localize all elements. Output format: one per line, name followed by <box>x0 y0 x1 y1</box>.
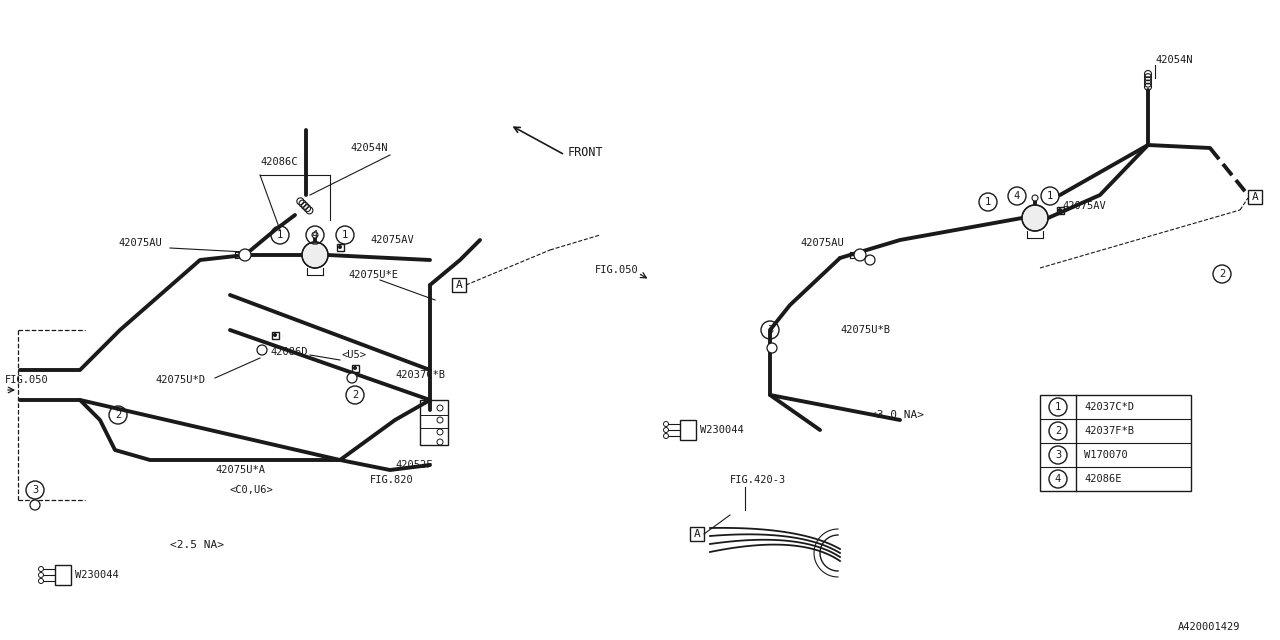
Text: 2: 2 <box>1055 426 1061 436</box>
Text: 2: 2 <box>352 390 358 400</box>
Text: 42075U*E: 42075U*E <box>348 270 398 280</box>
Circle shape <box>1032 195 1038 201</box>
Text: 42075AV: 42075AV <box>370 235 413 245</box>
Bar <box>680 420 696 440</box>
Text: A: A <box>1252 192 1258 202</box>
Text: 3: 3 <box>32 485 38 495</box>
Circle shape <box>1021 205 1048 231</box>
Bar <box>690 527 704 541</box>
Text: W170070: W170070 <box>1084 450 1128 460</box>
Bar <box>337 243 343 250</box>
Text: 42075AV: 42075AV <box>1062 201 1106 211</box>
Bar <box>452 278 466 292</box>
Bar <box>420 400 448 445</box>
Circle shape <box>29 500 40 510</box>
Text: <2.5 NA>: <2.5 NA> <box>170 540 224 550</box>
Text: 2: 2 <box>1219 269 1225 279</box>
Text: 42086C: 42086C <box>260 157 297 167</box>
Text: W230044: W230044 <box>700 425 744 435</box>
Text: <U5>: <U5> <box>342 350 367 360</box>
Circle shape <box>854 249 867 261</box>
Text: 1: 1 <box>276 230 283 240</box>
Text: A: A <box>694 529 700 539</box>
Circle shape <box>865 255 876 265</box>
Text: 42075U*A: 42075U*A <box>215 465 265 475</box>
Text: 1: 1 <box>984 197 991 207</box>
Text: 42037F*B: 42037F*B <box>1084 426 1134 436</box>
Text: W230044: W230044 <box>76 570 119 580</box>
Circle shape <box>273 333 276 337</box>
Text: FRONT: FRONT <box>568 145 604 159</box>
Circle shape <box>302 242 328 268</box>
Text: 4: 4 <box>312 230 319 240</box>
Text: 1: 1 <box>1047 191 1053 201</box>
Text: 42037C*D: 42037C*D <box>1084 402 1134 412</box>
Text: FIG.050: FIG.050 <box>5 375 49 385</box>
Text: A: A <box>456 280 462 290</box>
Text: 42086D: 42086D <box>270 347 307 357</box>
Text: 4: 4 <box>1014 191 1020 201</box>
Text: FIG.050: FIG.050 <box>595 265 639 275</box>
Text: A420001429: A420001429 <box>1178 622 1240 632</box>
Text: 42075U*B: 42075U*B <box>840 325 890 335</box>
Text: 3: 3 <box>767 325 773 335</box>
Text: 42054N: 42054N <box>1155 55 1193 65</box>
Text: 3: 3 <box>1055 450 1061 460</box>
Bar <box>271 332 279 339</box>
Circle shape <box>312 232 317 238</box>
Text: 42037C*B: 42037C*B <box>396 370 445 380</box>
Text: 1: 1 <box>342 230 348 240</box>
Bar <box>55 565 70 585</box>
Text: 1: 1 <box>1055 402 1061 412</box>
Bar <box>352 365 358 371</box>
Circle shape <box>1059 208 1062 212</box>
Text: 42075U*D: 42075U*D <box>155 375 205 385</box>
Text: 42052F: 42052F <box>396 460 433 470</box>
Text: 42075AU: 42075AU <box>800 238 844 248</box>
Text: 4: 4 <box>1055 474 1061 484</box>
Circle shape <box>338 245 342 249</box>
Bar <box>1248 190 1262 204</box>
Text: <3.0 NA>: <3.0 NA> <box>870 410 924 420</box>
Text: 42075AU: 42075AU <box>118 238 161 248</box>
Circle shape <box>257 345 268 355</box>
Text: FIG.820: FIG.820 <box>370 475 413 485</box>
Circle shape <box>767 343 777 353</box>
Circle shape <box>347 373 357 383</box>
Circle shape <box>353 366 357 370</box>
Text: <C0,U6>: <C0,U6> <box>230 485 274 495</box>
Text: FIG.420-3: FIG.420-3 <box>730 475 786 485</box>
Text: 42086E: 42086E <box>1084 474 1121 484</box>
Text: 2: 2 <box>115 410 122 420</box>
Bar <box>1039 395 1190 491</box>
Bar <box>1056 207 1064 214</box>
Circle shape <box>239 249 251 261</box>
Text: 42054N: 42054N <box>349 143 388 153</box>
